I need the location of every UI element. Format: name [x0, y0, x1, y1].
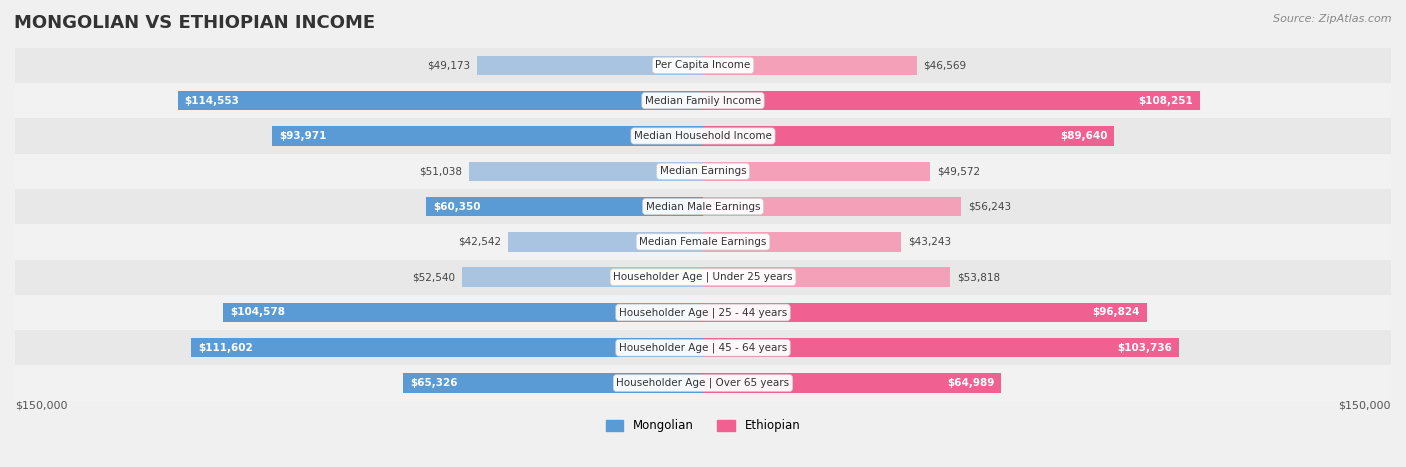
FancyBboxPatch shape	[15, 366, 1391, 401]
FancyBboxPatch shape	[15, 224, 1391, 260]
Bar	[426, 197, 703, 216]
Text: $89,640: $89,640	[1060, 131, 1108, 141]
Bar	[703, 162, 931, 181]
Legend: Mongolian, Ethiopian: Mongolian, Ethiopian	[600, 415, 806, 437]
Bar	[703, 197, 960, 216]
Text: Median Earnings: Median Earnings	[659, 166, 747, 176]
Bar	[224, 303, 703, 322]
Text: $111,602: $111,602	[198, 343, 253, 353]
Bar	[470, 162, 703, 181]
Bar	[703, 374, 1001, 393]
Text: Median Male Earnings: Median Male Earnings	[645, 202, 761, 212]
Text: Householder Age | Over 65 years: Householder Age | Over 65 years	[616, 378, 790, 389]
FancyBboxPatch shape	[15, 295, 1391, 330]
Text: $65,326: $65,326	[411, 378, 458, 388]
Text: $53,818: $53,818	[956, 272, 1000, 282]
Text: $51,038: $51,038	[419, 166, 463, 176]
Text: Source: ZipAtlas.com: Source: ZipAtlas.com	[1274, 14, 1392, 24]
Text: Householder Age | 45 - 64 years: Householder Age | 45 - 64 years	[619, 342, 787, 353]
Bar	[478, 56, 703, 75]
FancyBboxPatch shape	[15, 48, 1391, 83]
Text: MONGOLIAN VS ETHIOPIAN INCOME: MONGOLIAN VS ETHIOPIAN INCOME	[14, 14, 375, 32]
FancyBboxPatch shape	[15, 260, 1391, 295]
FancyBboxPatch shape	[15, 118, 1391, 154]
Text: $108,251: $108,251	[1137, 96, 1192, 106]
Text: Per Capita Income: Per Capita Income	[655, 60, 751, 71]
Text: $49,572: $49,572	[938, 166, 980, 176]
Bar	[703, 303, 1147, 322]
Text: $52,540: $52,540	[412, 272, 456, 282]
Text: $46,569: $46,569	[924, 60, 966, 71]
Bar	[703, 232, 901, 252]
Text: Median Household Income: Median Household Income	[634, 131, 772, 141]
Text: $93,971: $93,971	[278, 131, 326, 141]
Text: $104,578: $104,578	[231, 307, 285, 318]
Text: Householder Age | 25 - 44 years: Householder Age | 25 - 44 years	[619, 307, 787, 318]
FancyBboxPatch shape	[15, 83, 1391, 118]
Bar	[703, 268, 950, 287]
Bar	[404, 374, 703, 393]
Text: $56,243: $56,243	[967, 202, 1011, 212]
Text: $64,989: $64,989	[946, 378, 994, 388]
Text: $96,824: $96,824	[1092, 307, 1140, 318]
Bar	[177, 91, 703, 110]
Bar	[703, 91, 1199, 110]
Bar	[463, 268, 703, 287]
FancyBboxPatch shape	[15, 189, 1391, 224]
FancyBboxPatch shape	[15, 154, 1391, 189]
Text: $150,000: $150,000	[1339, 401, 1391, 411]
FancyBboxPatch shape	[15, 330, 1391, 366]
Text: $114,553: $114,553	[184, 96, 239, 106]
Bar	[703, 338, 1178, 358]
Bar	[271, 126, 703, 146]
Text: $42,542: $42,542	[458, 237, 501, 247]
Text: Median Family Income: Median Family Income	[645, 96, 761, 106]
Text: $49,173: $49,173	[427, 60, 471, 71]
Text: $103,736: $103,736	[1116, 343, 1173, 353]
Text: $150,000: $150,000	[15, 401, 67, 411]
Bar	[703, 126, 1114, 146]
Text: $60,350: $60,350	[433, 202, 481, 212]
Bar	[508, 232, 703, 252]
Text: $43,243: $43,243	[908, 237, 952, 247]
Text: Householder Age | Under 25 years: Householder Age | Under 25 years	[613, 272, 793, 283]
Bar	[191, 338, 703, 358]
Bar	[703, 56, 917, 75]
Text: Median Female Earnings: Median Female Earnings	[640, 237, 766, 247]
